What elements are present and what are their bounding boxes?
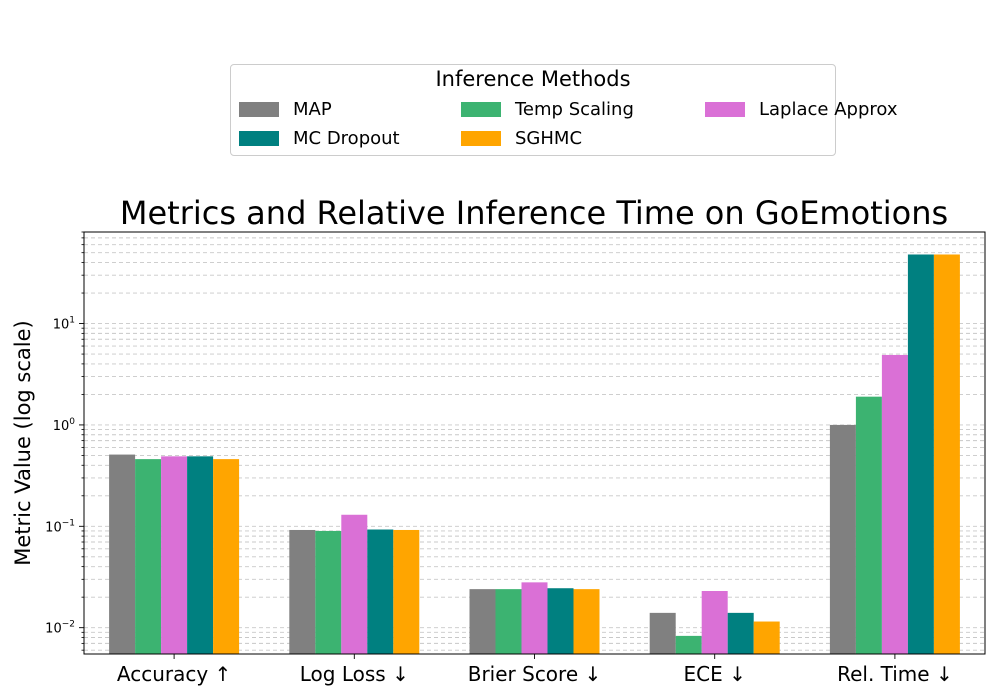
bar-temp-scaling <box>495 589 522 654</box>
legend-title: Inference Methods <box>435 67 631 91</box>
legend-item-temp-scaling: Temp Scaling <box>461 96 634 122</box>
x-tick-label: Log Loss ↓ <box>300 662 409 686</box>
x-tick-label: Rel. Time ↓ <box>837 662 953 686</box>
legend-item-laplace-approx: Laplace Approx <box>705 96 898 122</box>
y-axis-label: Metric Value (log scale) <box>11 320 35 566</box>
bar-mc-dropout <box>547 588 574 654</box>
bar-temp-scaling <box>315 530 342 654</box>
legend-label: Temp Scaling <box>515 98 634 120</box>
bar-mc-dropout <box>727 612 754 654</box>
bar-mc-dropout <box>187 456 214 654</box>
bar-sghmc <box>573 589 600 654</box>
legend-label: MC Dropout <box>293 127 400 149</box>
legend: Inference Methods MAP Temp Scaling Laplace… <box>230 64 898 156</box>
bar-map <box>829 424 856 654</box>
bar-laplace-approx <box>521 582 548 654</box>
bar-laplace-approx <box>701 591 728 654</box>
legend-label: MAP <box>293 98 332 120</box>
bar-laplace-approx <box>881 354 908 654</box>
legend-swatch <box>239 101 279 117</box>
legend-swatch <box>239 130 279 146</box>
bar-map <box>289 529 316 654</box>
legend-item-sghmc: SGHMC <box>461 125 582 151</box>
bar-map <box>109 454 136 654</box>
legend-label: SGHMC <box>515 127 583 149</box>
bar-mc-dropout <box>907 254 934 654</box>
legend-swatch <box>461 130 501 146</box>
bar-temp-scaling <box>675 635 702 654</box>
legend-label: Laplace Approx <box>759 98 898 120</box>
bar-sghmc <box>213 459 240 654</box>
x-tick-label: Accuracy ↑ <box>117 662 231 686</box>
x-tick-label: Brier Score ↓ <box>468 662 602 686</box>
legend-swatch <box>705 101 745 117</box>
x-tick-label: ECE ↓ <box>684 662 746 686</box>
y-axis-ticks: 10−2 10−1 100 101 <box>45 231 84 651</box>
bars <box>109 254 960 654</box>
x-axis-ticks: Accuracy ↑ Log Loss ↓ Brier Score ↓ ECE ↓ Re… <box>117 654 953 686</box>
bar-temp-scaling <box>855 396 882 654</box>
bar-map <box>469 589 496 654</box>
bar-mc-dropout <box>367 529 394 654</box>
bar-map <box>649 612 676 654</box>
bar-temp-scaling <box>135 459 162 654</box>
bar-sghmc <box>393 529 420 654</box>
y-tick-label: 101 <box>53 316 75 333</box>
y-tick-label: 100 <box>53 417 76 434</box>
y-tick-label: 10−2 <box>45 620 75 637</box>
y-tick-label: 10−1 <box>45 518 75 535</box>
bar-sghmc <box>933 254 960 654</box>
bar-laplace-approx <box>161 456 188 654</box>
bar-laplace-approx <box>341 514 368 654</box>
legend-item-mc-dropout: MC Dropout <box>239 125 400 151</box>
legend-item-map: MAP <box>239 96 332 122</box>
bar-sghmc <box>753 621 780 654</box>
chart-title: Metrics and Relative Inference Time on G… <box>120 194 948 232</box>
legend-swatch <box>461 101 501 117</box>
